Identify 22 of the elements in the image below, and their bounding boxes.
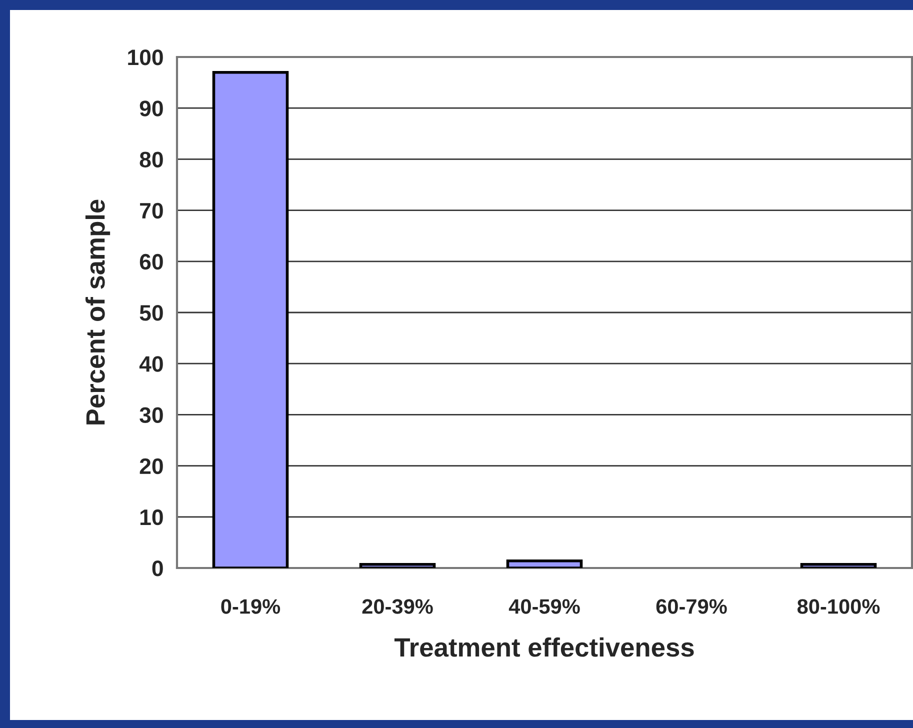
x-axis-title: Treatment effectiveness (394, 637, 694, 657)
y-tick-label: 0 (152, 560, 163, 576)
y-tick-label: 100 (128, 50, 163, 66)
y-tick-label: 60 (140, 254, 163, 270)
y-tick-label: 10 (140, 509, 163, 526)
x-tick-label: 20-39% (362, 599, 433, 614)
bar (800, 563, 877, 568)
y-tick-label: 70 (140, 202, 163, 219)
x-tick-label: 60-79% (656, 599, 727, 614)
bar (359, 563, 436, 568)
bar (212, 70, 289, 568)
x-tick-label: 40-59% (508, 599, 580, 614)
y-tick-label: 90 (140, 100, 163, 116)
bar (506, 559, 583, 568)
y-axis-title: Percent of sample (85, 200, 110, 424)
y-tick-label: 80 (140, 152, 163, 168)
y-tick-label: 20 (140, 458, 163, 474)
x-tick-label: 80-100% (797, 599, 880, 614)
x-tick-label: 0-19% (221, 599, 280, 614)
y-tick-label: 30 (140, 407, 163, 423)
y-tick-label: 40 (139, 356, 163, 372)
y-tick-label: 50 (140, 305, 163, 321)
